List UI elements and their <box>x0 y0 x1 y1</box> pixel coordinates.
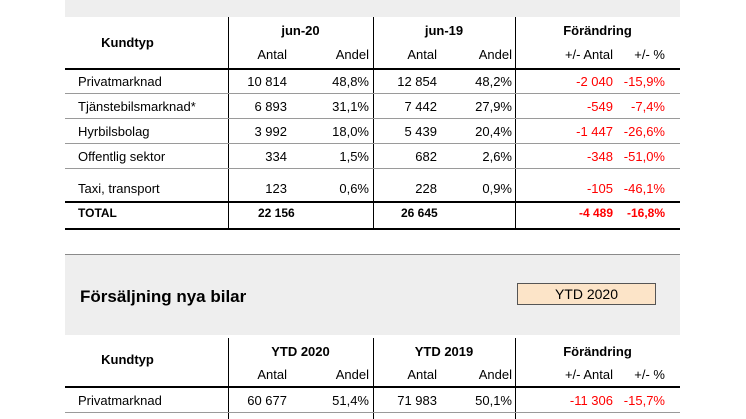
cell-diff: -11 306 <box>569 393 613 408</box>
cell-a-antal: 60 677 <box>247 393 287 408</box>
cell-a-antal: 3 992 <box>254 124 287 139</box>
cell-diff: -2 040 <box>576 74 613 89</box>
header-andel-b: Andel <box>478 367 512 382</box>
cell-diff: -105 <box>586 181 613 196</box>
cell-a-andel: 31,1% <box>332 99 369 114</box>
header-diff-antal: +/- Antal <box>564 47 613 62</box>
section-title: Försäljning nya bilar <box>80 287 247 306</box>
cell-pct: -7,4% <box>631 99 665 114</box>
column-divider <box>228 338 229 419</box>
header-divider <box>65 68 680 70</box>
header-period-a: YTD 2020 <box>271 344 330 359</box>
header-andel-a: Andel <box>335 367 369 382</box>
cell-a-antal: 10 814 <box>247 74 287 89</box>
header-change: Förändring <box>563 344 632 359</box>
cell-a-antal: 123 <box>265 181 287 196</box>
cell-a-andel: 51,4% <box>332 393 369 408</box>
top-band <box>65 0 680 17</box>
cell-diff: -1 447 <box>576 124 613 139</box>
row-label: Tjänstebilsmarknad* <box>78 99 196 114</box>
row-divider <box>65 143 680 144</box>
cell-b-andel: 0,9% <box>482 181 512 196</box>
cell-a-andel: 1,5% <box>339 149 369 164</box>
cell-a-andel: 48,8% <box>332 74 369 89</box>
period-selector[interactable]: YTD 2020 <box>517 283 656 305</box>
total-a-antal: 22 156 <box>258 206 295 220</box>
cell-b-andel: 50,1% <box>475 393 512 408</box>
header-period-b: jun-19 <box>424 23 464 38</box>
cell-b-andel: 48,2% <box>475 74 512 89</box>
header-antal-b: Antal <box>407 47 437 62</box>
cell-pct: -15,9% <box>623 74 665 89</box>
header-kundtyp: Kundtyp <box>101 352 154 367</box>
cell-diff: -549 <box>586 99 613 114</box>
row-divider <box>65 118 680 119</box>
cell-pct: -51,0% <box>623 149 665 164</box>
header-andel-a: Andel <box>335 47 369 62</box>
total-b-antal: 26 645 <box>401 206 438 220</box>
column-divider <box>373 338 374 419</box>
header-change: Förändring <box>563 23 632 38</box>
cell-b-andel: 27,9% <box>475 99 512 114</box>
row-label: Privatmarknad <box>78 74 162 89</box>
row-label: Privatmarknad <box>78 393 162 408</box>
total-pct: -16,8% <box>626 206 665 220</box>
row-label: Taxi, transport <box>78 181 160 196</box>
cell-pct: -46,1% <box>623 181 665 196</box>
header-diff-pct: +/- % <box>634 47 665 62</box>
cell-b-antal: 12 854 <box>397 74 437 89</box>
column-divider <box>515 338 516 419</box>
column-divider <box>515 17 516 230</box>
cell-b-antal: 682 <box>415 149 437 164</box>
cell-b-antal: 71 983 <box>397 393 437 408</box>
cell-diff: -348 <box>586 149 613 164</box>
total-label: TOTAL <box>78 206 117 220</box>
header-antal-a: Antal <box>257 367 287 382</box>
cell-b-andel: 2,6% <box>482 149 512 164</box>
cell-b-andel: 20,4% <box>475 124 512 139</box>
header-period-a: jun-20 <box>281 23 320 38</box>
row-divider <box>65 412 680 413</box>
table-bottom-border <box>65 228 680 230</box>
cell-a-antal: 6 893 <box>254 99 287 114</box>
row-divider <box>65 93 680 94</box>
header-diff-pct: +/- % <box>634 367 665 382</box>
row-divider <box>65 168 680 169</box>
row-label: Offentlig sektor <box>78 149 166 164</box>
cell-pct: -15,7% <box>623 393 665 408</box>
header-andel-b: Andel <box>478 47 512 62</box>
header-divider <box>65 386 680 388</box>
total-diff: -4 489 <box>578 206 613 220</box>
total-divider <box>65 201 680 203</box>
cell-b-antal: 228 <box>415 181 437 196</box>
cell-b-antal: 7 442 <box>404 99 437 114</box>
cell-a-antal: 334 <box>265 149 287 164</box>
column-divider <box>228 17 229 230</box>
header-kundtyp: Kundtyp <box>101 35 154 50</box>
header-period-b: YTD 2019 <box>414 344 474 359</box>
cell-a-andel: 0,6% <box>339 181 369 196</box>
cell-a-andel: 18,0% <box>332 124 369 139</box>
cell-pct: -26,6% <box>623 124 665 139</box>
column-divider <box>373 17 374 230</box>
cell-b-antal: 5 439 <box>404 124 437 139</box>
header-antal-a: Antal <box>257 47 287 62</box>
row-label: Hyrbilsbolag <box>78 124 150 139</box>
header-diff-antal: +/- Antal <box>564 367 613 382</box>
header-antal-b: Antal <box>407 367 437 382</box>
